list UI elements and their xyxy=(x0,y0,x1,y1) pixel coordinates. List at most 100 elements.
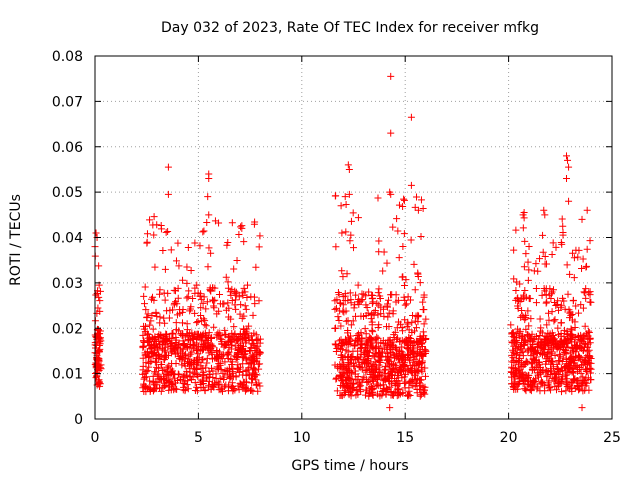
data-point xyxy=(401,301,409,309)
data-point xyxy=(584,332,592,340)
data-point xyxy=(191,386,199,394)
data-point xyxy=(520,377,528,385)
data-point xyxy=(344,348,352,356)
data-point xyxy=(422,315,430,323)
data-point xyxy=(530,356,538,364)
data-point xyxy=(347,296,355,304)
data-point xyxy=(146,216,154,224)
data-point xyxy=(203,354,211,362)
data-point xyxy=(348,384,356,392)
data-point xyxy=(411,203,419,211)
data-point xyxy=(166,306,174,314)
data-point xyxy=(217,365,225,373)
data-point xyxy=(346,289,354,297)
data-point xyxy=(578,404,586,412)
data-point xyxy=(532,285,540,293)
data-point xyxy=(417,345,425,353)
data-point xyxy=(400,195,408,203)
data-point xyxy=(228,358,236,366)
data-point xyxy=(575,377,583,385)
data-point xyxy=(244,281,252,289)
data-point xyxy=(203,298,211,306)
data-point xyxy=(222,273,230,281)
data-point xyxy=(202,322,210,330)
data-point xyxy=(563,377,571,385)
data-point xyxy=(193,335,201,343)
data-point xyxy=(162,352,170,360)
data-point xyxy=(351,367,359,375)
data-point xyxy=(184,342,192,350)
data-point xyxy=(172,257,180,265)
data-point xyxy=(587,355,595,363)
data-point xyxy=(368,326,376,334)
data-point xyxy=(224,239,232,247)
data-point xyxy=(172,336,180,344)
data-point xyxy=(209,367,217,375)
data-point xyxy=(551,382,559,390)
data-point xyxy=(338,377,346,385)
data-point xyxy=(395,254,403,262)
data-point xyxy=(349,317,357,325)
data-point xyxy=(139,384,147,392)
data-point xyxy=(200,227,208,235)
data-point xyxy=(369,298,377,306)
data-point xyxy=(141,374,149,382)
data-point xyxy=(569,249,577,257)
data-point xyxy=(379,267,387,275)
data-point xyxy=(228,329,236,337)
data-point xyxy=(175,352,183,360)
data-point xyxy=(254,387,262,395)
data-point xyxy=(352,291,360,299)
data-point xyxy=(224,299,232,307)
data-point xyxy=(538,291,546,299)
data-point xyxy=(579,255,587,263)
data-point xyxy=(542,357,550,365)
data-point xyxy=(225,304,233,312)
data-point xyxy=(164,228,172,236)
data-point xyxy=(577,337,585,345)
data-point xyxy=(407,113,415,121)
data-point xyxy=(403,322,411,330)
data-point xyxy=(240,284,248,292)
data-point xyxy=(394,377,402,385)
data-point xyxy=(333,345,341,353)
data-point xyxy=(412,324,420,332)
data-point xyxy=(394,227,402,235)
data-point xyxy=(141,283,149,291)
data-point xyxy=(512,226,520,234)
data-point xyxy=(96,297,104,305)
data-point xyxy=(202,305,210,313)
data-point xyxy=(342,200,350,208)
data-point xyxy=(166,376,174,384)
data-point xyxy=(342,336,350,344)
data-point xyxy=(147,358,155,366)
data-point xyxy=(95,333,103,341)
data-point xyxy=(417,196,425,204)
data-point xyxy=(189,344,197,352)
data-point xyxy=(92,362,100,370)
data-point xyxy=(238,224,246,232)
data-point xyxy=(575,246,583,254)
data-point xyxy=(201,342,209,350)
data-point xyxy=(250,293,258,301)
data-point xyxy=(578,264,586,272)
data-point xyxy=(553,360,561,368)
data-point xyxy=(143,330,151,338)
data-point xyxy=(231,342,239,350)
data-point xyxy=(161,319,169,327)
data-point xyxy=(417,366,425,374)
data-point xyxy=(376,392,384,400)
data-point xyxy=(139,362,147,370)
data-point xyxy=(581,340,589,348)
data-point xyxy=(210,302,218,310)
data-point xyxy=(376,358,384,366)
data-point xyxy=(242,355,250,363)
data-point xyxy=(586,288,594,296)
data-point xyxy=(358,365,366,373)
data-point xyxy=(554,365,562,373)
data-point xyxy=(555,357,563,365)
data-point xyxy=(338,376,346,384)
data-point xyxy=(224,284,232,292)
data-point xyxy=(553,300,561,308)
data-point xyxy=(525,380,533,388)
